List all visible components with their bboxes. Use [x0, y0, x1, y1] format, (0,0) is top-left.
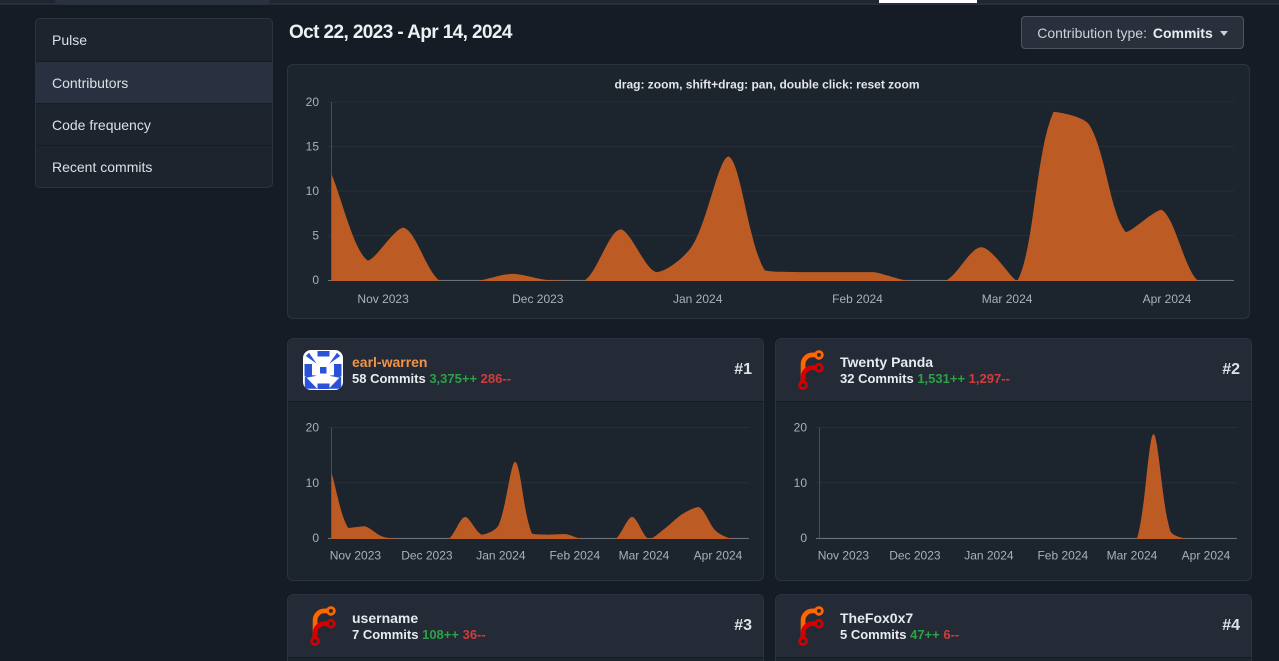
svg-text:5: 5 — [312, 229, 319, 243]
svg-text:Mar 2024: Mar 2024 — [1107, 549, 1158, 563]
svg-text:Feb 2024: Feb 2024 — [832, 292, 883, 306]
svg-text:0: 0 — [312, 531, 319, 545]
svg-text:Dec 2023: Dec 2023 — [889, 549, 941, 563]
svg-text:Nov 2023: Nov 2023 — [330, 549, 382, 563]
svg-text:Apr 2024: Apr 2024 — [1143, 292, 1192, 306]
svg-text:Feb 2024: Feb 2024 — [549, 549, 600, 563]
svg-text:Jan 2024: Jan 2024 — [964, 549, 1014, 563]
svg-text:10: 10 — [306, 184, 320, 198]
svg-text:Nov 2023: Nov 2023 — [818, 549, 870, 563]
svg-text:15: 15 — [306, 140, 320, 154]
svg-text:20: 20 — [306, 421, 320, 435]
svg-text:Nov 2023: Nov 2023 — [357, 292, 409, 306]
svg-text:Feb 2024: Feb 2024 — [1037, 549, 1088, 563]
svg-text:Apr 2024: Apr 2024 — [694, 549, 743, 563]
svg-text:Jan 2024: Jan 2024 — [673, 292, 723, 306]
svg-text:Mar 2024: Mar 2024 — [619, 549, 670, 563]
svg-text:Mar 2024: Mar 2024 — [982, 292, 1033, 306]
svg-text:20: 20 — [306, 95, 320, 109]
svg-text:10: 10 — [794, 476, 808, 490]
svg-text:20: 20 — [794, 421, 808, 435]
svg-text:0: 0 — [800, 531, 807, 545]
svg-text:Apr 2024: Apr 2024 — [1182, 549, 1231, 563]
svg-text:10: 10 — [306, 476, 320, 490]
svg-text:Dec 2023: Dec 2023 — [512, 292, 564, 306]
svg-text:Jan 2024: Jan 2024 — [476, 549, 526, 563]
svg-text:0: 0 — [312, 273, 319, 287]
svg-text:Dec 2023: Dec 2023 — [401, 549, 453, 563]
svg-text:drag: zoom, shift+drag: pan, d: drag: zoom, shift+drag: pan, double clic… — [614, 78, 919, 92]
